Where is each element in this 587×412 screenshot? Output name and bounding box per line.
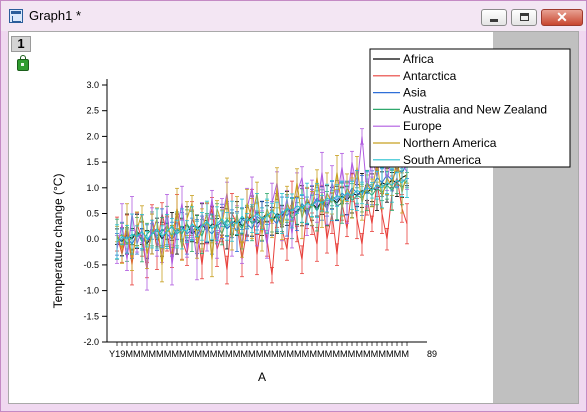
graph-window-icon[interactable] bbox=[9, 9, 23, 23]
y-tick-label: 1.0 bbox=[86, 183, 99, 193]
y-tick-label: 0.5 bbox=[86, 209, 99, 219]
y-axis-title: Temperature change (°C) bbox=[51, 174, 65, 309]
maximize-icon bbox=[520, 13, 529, 21]
legend-entry[interactable]: Africa bbox=[403, 52, 434, 66]
y-tick-label: 0.0 bbox=[86, 234, 99, 244]
y-tick-label: -1.0 bbox=[83, 286, 99, 296]
legend-entry[interactable]: Europe bbox=[403, 119, 442, 133]
title-bar[interactable]: Graph1 * ✕ bbox=[1, 1, 586, 31]
legend-box bbox=[369, 48, 571, 168]
series-group bbox=[115, 128, 409, 291]
legend-entry[interactable]: Northern America bbox=[403, 136, 497, 150]
lock-icon[interactable] bbox=[17, 55, 29, 71]
layer-tab-1[interactable]: 1 bbox=[11, 36, 31, 52]
y-tick-label: 1.5 bbox=[86, 157, 99, 167]
legend-entry[interactable]: Australia and New Zealand bbox=[403, 102, 547, 116]
minimize-icon bbox=[490, 19, 498, 22]
axes-group: -2.0 -1.5 -1.0 -0.5 0.0 0.5 1.0 1.5 2.0 2.5 3.0 Y19… bbox=[83, 79, 437, 359]
window-title: Graph1 * bbox=[29, 8, 82, 23]
legend-entry[interactable]: Antarctica bbox=[403, 69, 457, 83]
maximize-button[interactable] bbox=[511, 9, 537, 26]
minimize-button[interactable] bbox=[481, 9, 507, 26]
y-tick-label: 2.5 bbox=[86, 106, 99, 116]
close-button[interactable]: ✕ bbox=[541, 9, 583, 26]
x-tick-label-first: Y19MMMMMMMMMMMMMMMMMMMMMMMMMMMMMMMMMMMMM bbox=[109, 349, 409, 359]
legend-entry[interactable]: South America bbox=[403, 153, 481, 167]
x-tick-label-last: 89 bbox=[427, 349, 437, 359]
y-tick-label: 3.0 bbox=[86, 80, 99, 90]
graph-page[interactable]: 1 -2.0 -1.5 -1.0 -0.5 0.0 0.5 1.0 1.5 2.0 2.5 3.0 Y… bbox=[8, 31, 579, 404]
y-tick-label: -0.5 bbox=[83, 260, 99, 270]
y-tick-label: -2.0 bbox=[83, 337, 99, 347]
close-icon: ✕ bbox=[556, 9, 568, 25]
line-chart[interactable]: -2.0 -1.5 -1.0 -0.5 0.0 0.5 1.0 1.5 2.0 2.5 3.0 Y19… bbox=[9, 32, 579, 404]
y-tick-label: 2.0 bbox=[86, 131, 99, 141]
x-axis-title: A bbox=[258, 370, 266, 384]
series-south-america[interactable] bbox=[115, 157, 409, 260]
legend-entry[interactable]: Asia bbox=[403, 86, 427, 100]
legend[interactable]: Africa Antarctica Asia Australia and New Ze… bbox=[369, 48, 571, 168]
y-tick-label: -1.5 bbox=[83, 311, 99, 321]
